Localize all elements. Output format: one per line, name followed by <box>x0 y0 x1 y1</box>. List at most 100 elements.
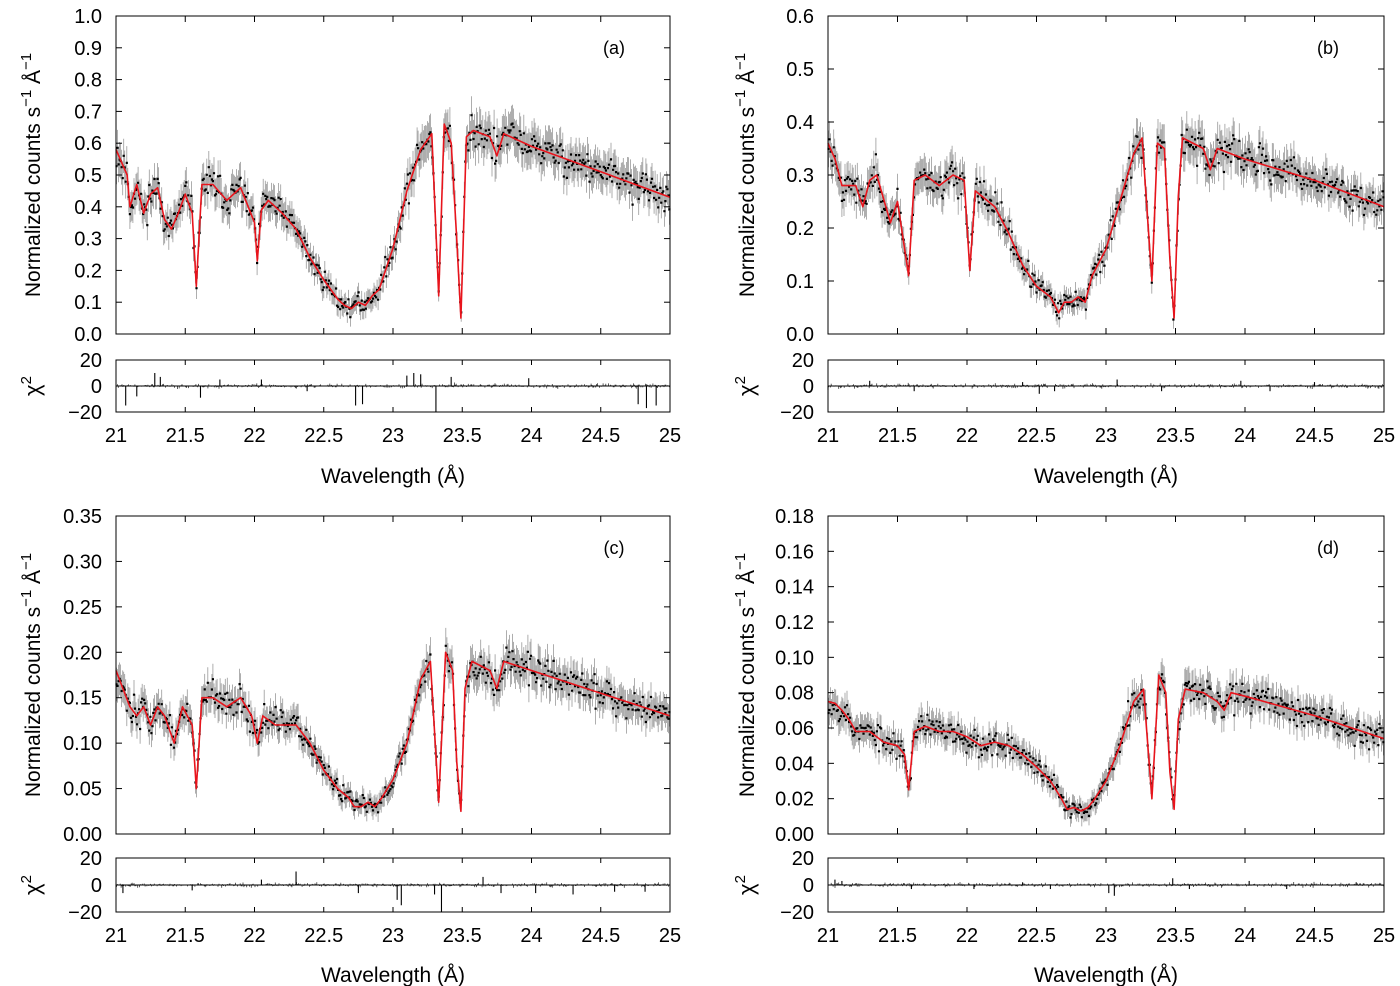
panel-label: (a) <box>603 38 625 58</box>
x-tick-label: 21 <box>817 925 839 947</box>
x-axis-ticks: 21 21.5 22 22.5 23 23.5 24 24.5 25 <box>105 16 681 447</box>
x-tick-label: 25 <box>1373 425 1395 447</box>
data-points <box>827 658 1385 827</box>
residual-axis-label: χ2 <box>18 875 45 895</box>
y-tick-label: 0.6 <box>74 133 102 155</box>
y-axis-ticks: 0.00 0.05 0.10 0.15 0.20 0.25 0.30 0.35 <box>63 506 670 846</box>
y-axis-ticks: 0.0 0.1 0.2 0.3 0.4 0.5 0.6 0.7 0.8 0.9 1.0 <box>74 6 670 346</box>
y-axis-label: Normalized counts s−1 Å−1 <box>18 553 45 797</box>
chi-exponent: 2 <box>18 376 35 384</box>
x-tick-label: 21.5 <box>166 925 205 947</box>
resid-y-tick-label: 0 <box>91 376 102 398</box>
x-tick-label: 24 <box>520 925 542 947</box>
y-axis-label-exponent: −1 <box>732 53 749 70</box>
x-axis-label: Wavelength (Å) <box>1034 964 1178 986</box>
data-points <box>115 627 671 822</box>
y-axis-label: Normalized counts s−1 Å−1 <box>18 53 45 297</box>
model-line <box>827 674 1385 812</box>
y-tick-label: 0.3 <box>786 165 814 187</box>
x-axis-label: Wavelength (Å) <box>321 465 465 488</box>
x-tick-label: 22.5 <box>1017 425 1056 447</box>
y-tick-label: 0.00 <box>63 824 102 846</box>
y-tick-label: 0.4 <box>786 112 814 134</box>
x-tick-label: 23 <box>382 425 404 447</box>
x-tick-label: 21.5 <box>878 925 917 947</box>
x-tick-label: 22 <box>956 925 978 947</box>
resid-y-tick-label: −20 <box>68 402 102 424</box>
panel-label: (c) <box>604 538 625 558</box>
resid-y-tick-label: −20 <box>68 902 102 924</box>
y-axis-label-exponent: −1 <box>732 590 749 607</box>
error-bars <box>828 658 1384 827</box>
y-tick-label: 0.0 <box>74 324 102 346</box>
chi-symbol: χ <box>20 384 45 396</box>
chi-symbol: χ <box>20 883 45 895</box>
y-tick-label: 0.2 <box>786 218 814 240</box>
y-axis-label-exponent: −1 <box>18 553 35 570</box>
y-tick-label: 0.00 <box>775 824 814 846</box>
chi-exponent: 2 <box>732 875 749 883</box>
y-tick-label: 0.20 <box>63 642 102 664</box>
chi-exponent: 2 <box>18 875 35 883</box>
x-tick-label: 23 <box>1095 925 1117 947</box>
y-tick-label: 0.25 <box>63 597 102 619</box>
y-tick-label: 0.2 <box>74 260 102 282</box>
y-axis-label-text: Normalized counts s <box>736 607 759 797</box>
y-tick-label: 0.0 <box>786 324 814 346</box>
x-tick-label: 24.5 <box>1295 925 1334 947</box>
y-tick-label: 0.4 <box>74 197 102 219</box>
residual-axis-label: χ2 <box>732 875 759 895</box>
y-tick-label: 0.02 <box>775 789 814 811</box>
y-axis-label-text: Normalized counts s <box>22 107 45 297</box>
error-bars <box>116 96 670 327</box>
y-axis-label: Normalized counts s−1 Å−1 <box>732 553 759 797</box>
x-tick-label: 25 <box>659 925 681 947</box>
resid-y-tick-label: 20 <box>792 848 814 870</box>
resid-y-tick-label: −20 <box>780 402 814 424</box>
model-line <box>115 651 671 813</box>
y-axis-label: Normalized counts s−1 Å−1 <box>732 53 759 297</box>
y-tick-label: 0.14 <box>775 577 814 599</box>
residual-panel: 20 0 −20 χ2 <box>732 848 1385 924</box>
x-axis-label: Wavelength (Å) <box>1034 465 1178 488</box>
y-tick-label: 0.04 <box>775 753 814 775</box>
residual-axis-label: χ2 <box>732 376 759 396</box>
resid-y-tick-label: 20 <box>80 350 102 372</box>
panel-a: 0.00.10.20.30.40.50.60.70.80.91.021 21.5 2… <box>18 6 681 488</box>
y-axis-label-text: Å <box>736 570 759 590</box>
residual-panel: 20 0 −20 χ2 <box>18 350 671 424</box>
y-axis-ticks: 0.0 0.1 0.2 0.3 0.4 0.5 0.6 <box>786 6 1384 346</box>
y-tick-label: 0.5 <box>786 59 814 81</box>
data-markers <box>827 673 1385 819</box>
x-tick-label: 25 <box>659 425 681 447</box>
panel-b: 0.00.10.20.30.40.50.621 21.5 22 22.5 23 23.5 2… <box>732 6 1395 488</box>
model-line <box>827 137 1385 319</box>
x-tick-label: 23.5 <box>1156 425 1195 447</box>
x-tick-label: 23 <box>382 925 404 947</box>
y-tick-label: 1.0 <box>74 6 102 28</box>
y-tick-label: 0.06 <box>775 718 814 740</box>
residual-axis-label: χ2 <box>18 376 45 396</box>
residual-panel: 20 0 −20 χ2 <box>18 848 671 924</box>
y-tick-label: 0.18 <box>775 506 814 528</box>
main-plot-frame <box>827 15 1385 335</box>
x-axis-label: Wavelength (Å) <box>321 964 465 986</box>
y-tick-label: 0.35 <box>63 506 102 528</box>
x-tick-label: 24 <box>1234 425 1256 447</box>
y-tick-label: 0.5 <box>74 165 102 187</box>
x-tick-label: 23.5 <box>1156 925 1195 947</box>
y-axis-ticks: 0.00 0.02 0.04 0.06 0.08 0.10 0.12 0.14 0.16 0.18 <box>775 506 1384 846</box>
residual-panel: 20 0 −20 χ2 <box>732 350 1385 424</box>
x-tick-label: 22.5 <box>304 925 343 947</box>
y-axis-label-text: Normalized counts s <box>736 107 759 297</box>
x-tick-label: 21 <box>105 425 127 447</box>
x-tick-label: 22 <box>243 925 265 947</box>
resid-y-tick-label: −20 <box>780 902 814 924</box>
x-tick-label: 22 <box>956 425 978 447</box>
y-axis-label-exponent: −1 <box>732 90 749 107</box>
y-axis-label-exponent: −1 <box>18 90 35 107</box>
x-tick-label: 24.5 <box>581 425 620 447</box>
resid-y-tick-label: 20 <box>80 848 102 870</box>
